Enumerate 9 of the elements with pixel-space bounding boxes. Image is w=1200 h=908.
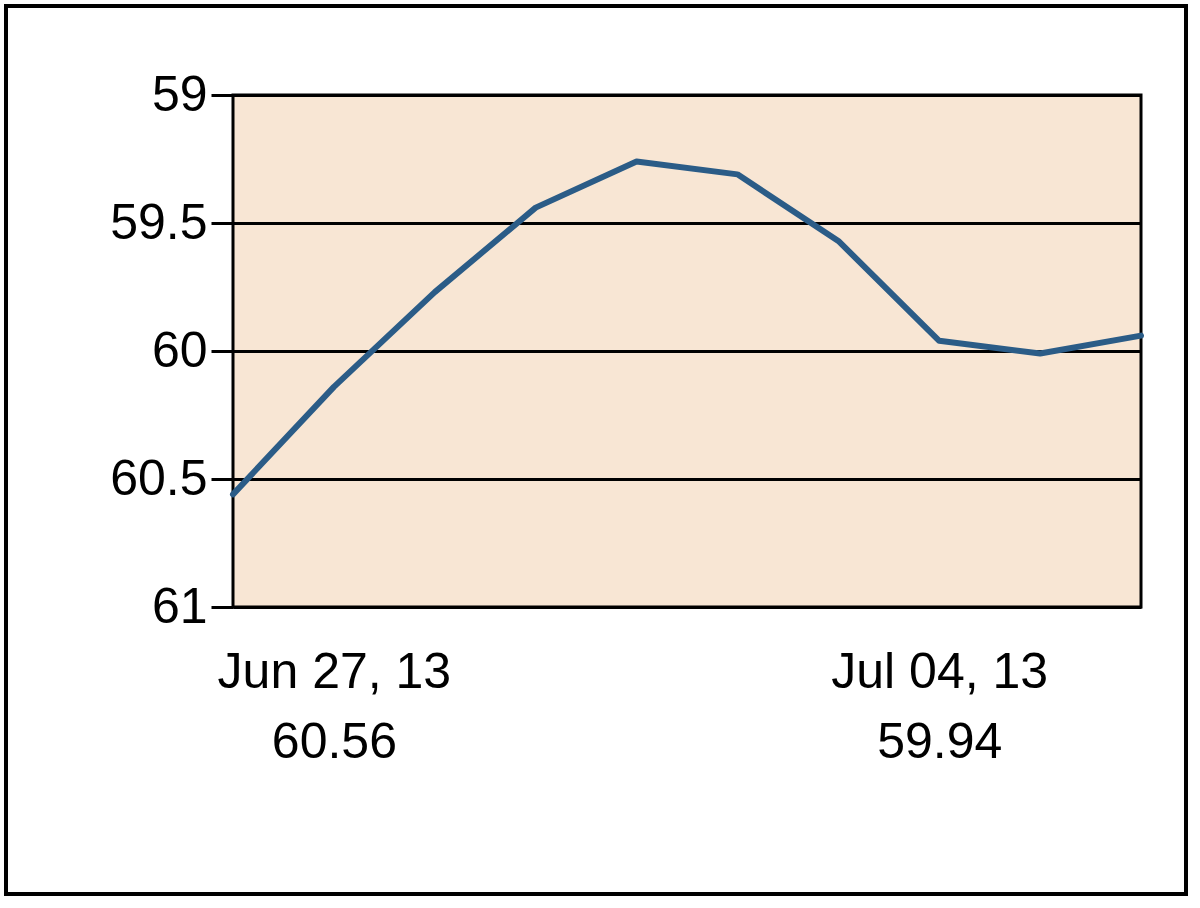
text: 59.94 xyxy=(877,712,1003,769)
y-tick-label: 60 xyxy=(151,321,208,378)
y-tick-label: 61 xyxy=(151,577,208,634)
text: 60.56 xyxy=(271,712,397,769)
y-tick-label: 59.5 xyxy=(110,193,208,250)
y-tick-label: 60.5 xyxy=(110,449,208,506)
x-tick-label: Jul 04, 13 xyxy=(831,642,1049,699)
y-tick-label: 59 xyxy=(151,65,208,122)
x-tick-label: Jun 27, 13 xyxy=(217,642,452,699)
